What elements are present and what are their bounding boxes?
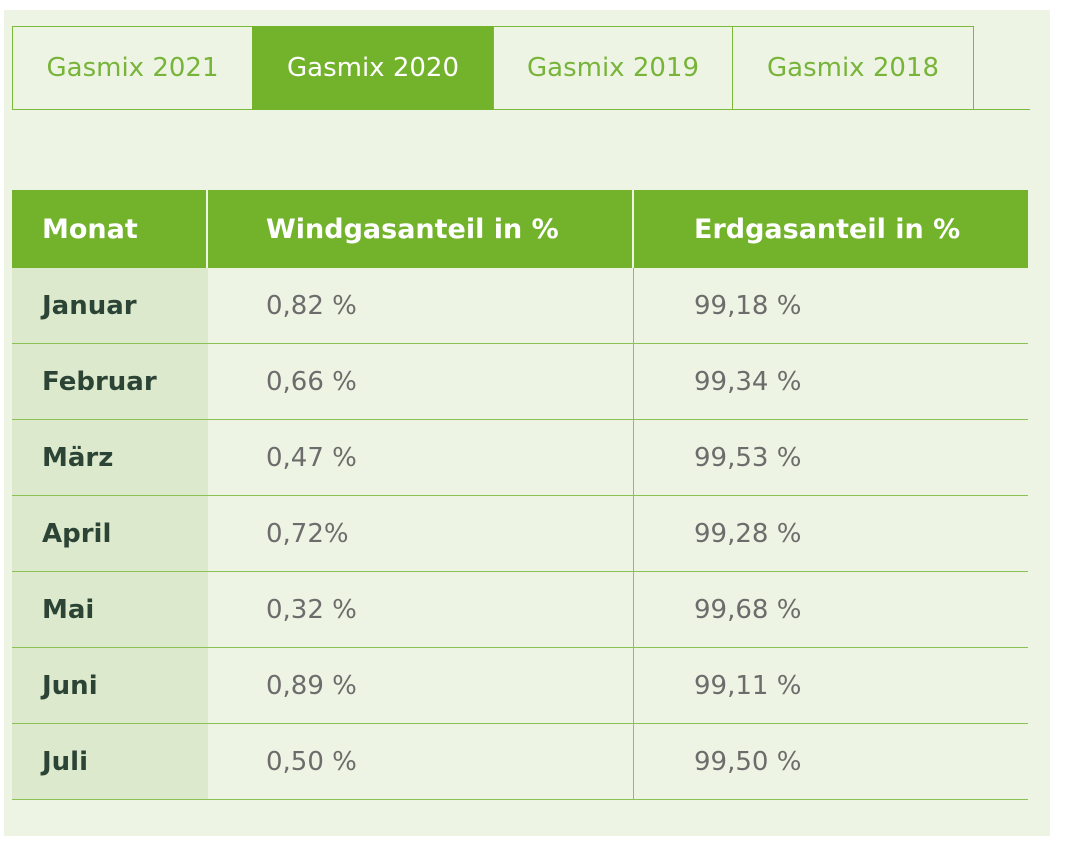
month-cell: Februar (12, 344, 208, 419)
wind-share-cell: 0,50 % (208, 724, 634, 799)
tab-gasmix-2018[interactable]: Gasmix 2018 (732, 26, 974, 110)
table-row: Juni 0,89 % 99,11 % (12, 648, 1028, 724)
tab-gasmix-2021[interactable]: Gasmix 2021 (12, 26, 253, 110)
table-row: Januar 0,82 % 99,18 % (12, 268, 1028, 344)
natural-gas-share-cell: 99,68 % (694, 594, 802, 625)
header-erdgasanteil: Erdgasanteil in % (694, 213, 961, 245)
tabs-underline (972, 109, 1030, 110)
wind-share-cell: 0,66 % (208, 344, 634, 419)
month-cell: Januar (12, 268, 208, 343)
header-monat: Monat (12, 190, 208, 268)
month-cell: April (12, 496, 208, 571)
month-cell: März (12, 420, 208, 495)
wind-share-cell: 0,89 % (208, 648, 634, 723)
table-row: Februar 0,66 % 99,34 % (12, 344, 1028, 420)
wind-share-cell: 0,47 % (208, 420, 634, 495)
natural-gas-share-cell: 99,28 % (694, 518, 802, 549)
tab-gasmix-2019[interactable]: Gasmix 2019 (493, 26, 733, 110)
wind-share-cell: 0,72% (208, 496, 634, 571)
header-windgasanteil: Windgasanteil in % (208, 190, 634, 268)
natural-gas-share-cell: 99,11 % (694, 670, 802, 701)
natural-gas-share-cell: 99,18 % (694, 290, 802, 321)
table-row: Juli 0,50 % 99,50 % (12, 724, 1028, 800)
table-row: März 0,47 % 99,53 % (12, 420, 1028, 496)
table-header: Monat Windgasanteil in % Erdgasanteil in… (12, 190, 1028, 268)
month-cell: Juli (12, 724, 208, 799)
natural-gas-share-cell: 99,50 % (694, 746, 802, 777)
table-row: Mai 0,32 % 99,68 % (12, 572, 1028, 648)
year-tabs: Gasmix 2021 Gasmix 2020 Gasmix 2019 Gasm… (12, 26, 1030, 112)
month-cell: Mai (12, 572, 208, 647)
gasmix-table: Monat Windgasanteil in % Erdgasanteil in… (12, 190, 1028, 800)
wind-share-cell: 0,82 % (208, 268, 634, 343)
wind-share-cell: 0,32 % (208, 572, 634, 647)
natural-gas-share-cell: 99,53 % (694, 442, 802, 473)
table-row: April 0,72% 99,28 % (12, 496, 1028, 572)
tab-gasmix-2020[interactable]: Gasmix 2020 (252, 26, 494, 110)
natural-gas-share-cell: 99,34 % (694, 366, 802, 397)
month-cell: Juni (12, 648, 208, 723)
